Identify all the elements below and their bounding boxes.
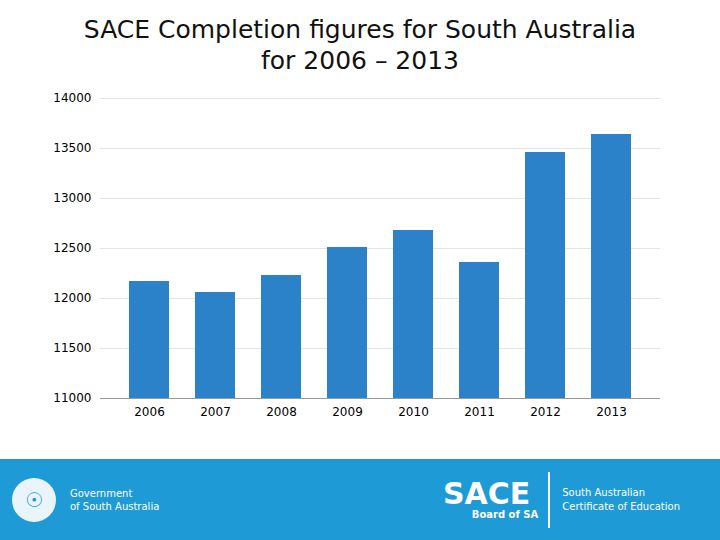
svg-text:2012: 2012 — [530, 405, 561, 419]
html-text:of South Australia: of South Australia — [70, 500, 160, 512]
svg-text:2011: 2011 — [464, 405, 495, 419]
html-text:South Australian: South Australian — [562, 486, 646, 498]
svg-text:13000: 13000 — [53, 191, 91, 205]
svg-text:14000: 14000 — [53, 91, 91, 105]
svg-text:12500: 12500 — [53, 241, 91, 255]
svg-text:2006: 2006 — [134, 405, 165, 419]
svg-text:2013: 2013 — [596, 405, 627, 419]
html-text:Government: Government — [70, 487, 133, 499]
svg-text:12000: 12000 — [53, 291, 91, 305]
svg-text:2010: 2010 — [398, 405, 429, 419]
svg-text:2008: 2008 — [266, 405, 297, 419]
svg-text:2007: 2007 — [200, 405, 231, 419]
html-text:SACE Completion figures for So: SACE Completion figures for South Austra… — [83, 15, 637, 75]
html-text:Board of SA: Board of SA — [471, 509, 539, 520]
svg-text:13500: 13500 — [53, 141, 91, 155]
html-text:SACE: SACE — [442, 476, 531, 511]
svg-text:11500: 11500 — [53, 341, 91, 355]
svg-text:11000: 11000 — [53, 391, 91, 405]
html-text:Certificate of Education: Certificate of Education — [562, 500, 680, 512]
svg-text:2009: 2009 — [332, 405, 363, 419]
